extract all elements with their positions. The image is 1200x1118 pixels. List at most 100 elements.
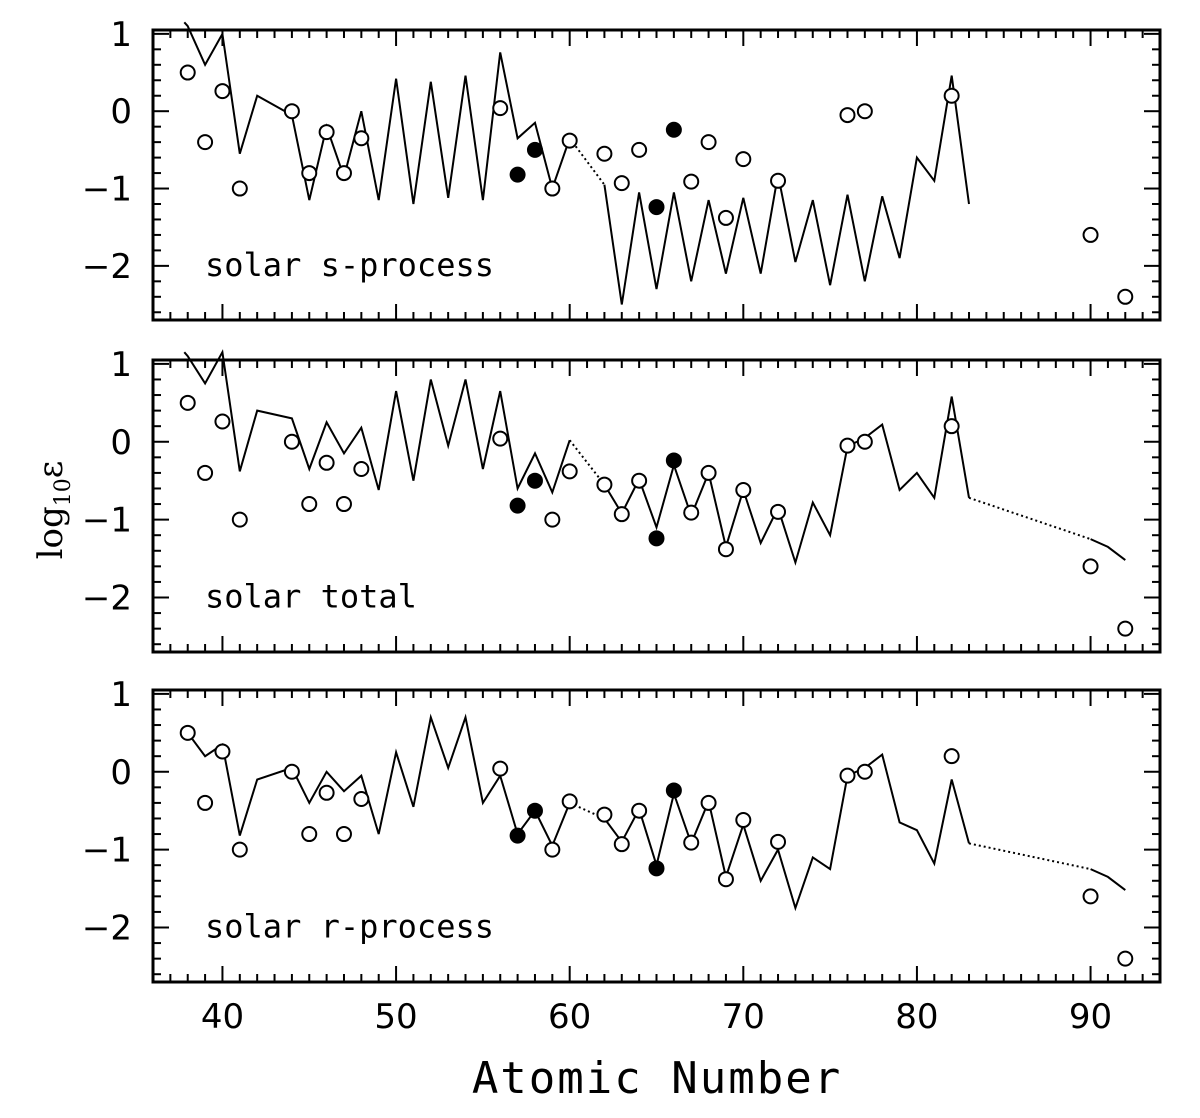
observed-point-open: [717, 209, 734, 226]
observed-point-open: [700, 794, 717, 811]
observed-point-open: [179, 64, 196, 81]
observed-point-open: [631, 472, 648, 489]
observed-point-open: [943, 418, 960, 435]
model-line: [603, 752, 970, 912]
observed-point-open: [770, 172, 787, 189]
observed-point-open: [1117, 950, 1134, 967]
y-tick-label: −1: [82, 831, 132, 871]
y-tick-label: −2: [82, 908, 132, 948]
panel-3: 1 0 −1 −2 solar r-process: [82, 675, 1162, 984]
observed-point-open: [613, 836, 630, 853]
observed-point-open: [1082, 558, 1099, 575]
observed-point-open: [231, 180, 248, 197]
observed-point-open: [561, 132, 578, 149]
observed-point-open: [943, 87, 960, 104]
observed-point-open: [631, 141, 648, 158]
model-line-dotted: [968, 496, 1091, 541]
observed-point-open: [283, 103, 300, 120]
observed-point-filled: [509, 497, 526, 514]
observed-point-open: [231, 841, 248, 858]
observed-point-filled: [526, 802, 543, 819]
model-line: [183, 21, 571, 205]
y-tick-label: −2: [82, 578, 132, 618]
model-line: [603, 75, 970, 305]
x-tick-label: 50: [374, 997, 417, 1037]
observed-point-open: [283, 763, 300, 780]
panel-1: 1 0 −1 −2 solar s-process: [82, 15, 1162, 322]
observed-point-open: [683, 834, 700, 851]
model-line: [186, 713, 571, 849]
observed-point-open: [492, 430, 509, 447]
observed-point-open: [1082, 888, 1099, 905]
observed-point-open: [197, 134, 214, 151]
panels-group: 1 0 −1 −2 solar s-process 1 0 −1 −2 solar total 1 0…: [82, 15, 1162, 984]
model-line: [603, 396, 970, 566]
observed-point-open: [231, 511, 248, 528]
observed-point-open: [856, 763, 873, 780]
observed-point-open: [335, 165, 352, 182]
observed-point-open: [197, 464, 214, 481]
y-tick-label: −1: [82, 170, 132, 210]
observed-point-open: [1117, 288, 1134, 305]
observed-point-open: [1082, 226, 1099, 243]
observed-point-open: [856, 433, 873, 450]
observed-point-open: [839, 107, 856, 124]
observed-point-open: [596, 806, 613, 823]
observed-point-open: [544, 180, 561, 197]
observed-point-filled: [665, 452, 682, 469]
observed-point-open: [700, 134, 717, 151]
observed-point-open: [318, 454, 335, 471]
observed-point-open: [1117, 620, 1134, 637]
observed-point-open: [492, 760, 509, 777]
observed-point-open: [353, 461, 370, 478]
x-tick-label: 70: [722, 997, 765, 1037]
y-tick-label: −2: [82, 247, 132, 287]
y-tick-label: 1: [110, 15, 132, 55]
observed-point-open: [318, 124, 335, 141]
observed-point-open: [335, 826, 352, 843]
observed-point-open: [179, 394, 196, 411]
observed-point-open: [735, 482, 752, 499]
observed-point-open: [544, 511, 561, 528]
x-tick-labels: 40 50 60 70 80 90: [201, 997, 1112, 1037]
x-tick-label: 80: [895, 997, 938, 1037]
panel-label: solar r-process: [205, 907, 494, 945]
observed-point-open: [544, 841, 561, 858]
y-tick-label: −1: [82, 501, 132, 541]
observed-point-open: [283, 433, 300, 450]
observed-point-open: [631, 802, 648, 819]
y-axis-title-sub: 10: [51, 478, 76, 506]
y-tick-label: 1: [110, 675, 132, 715]
observed-point-open: [301, 496, 318, 513]
observed-point-open: [492, 100, 509, 117]
model-line: [183, 349, 571, 496]
observed-point-open: [214, 83, 231, 100]
observed-point-open: [561, 463, 578, 480]
observed-point-filled: [509, 827, 526, 844]
observed-point-open: [735, 151, 752, 168]
observed-point-open: [613, 175, 630, 192]
observed-point-open: [301, 826, 318, 843]
model-line-dotted: [568, 439, 606, 486]
observed-point-open: [770, 833, 787, 850]
observed-point-filled: [526, 472, 543, 489]
observed-point-open: [335, 496, 352, 513]
observed-point-filled: [665, 121, 682, 138]
x-tick-label: 40: [201, 997, 244, 1037]
observed-point-open: [179, 724, 196, 741]
observed-point-open: [735, 812, 752, 829]
observed-point-open: [943, 748, 960, 765]
observed-point-open: [596, 145, 613, 162]
y-axis-title-symbol: ε: [31, 461, 71, 479]
observed-point-filled: [665, 782, 682, 799]
observed-point-open: [214, 413, 231, 430]
observed-point-open: [717, 871, 734, 888]
observed-point-open: [683, 504, 700, 521]
observed-point-filled: [526, 141, 543, 158]
y-tick-label: 0: [110, 753, 132, 793]
y-tick-label: 0: [110, 92, 132, 132]
y-tick-label: 1: [110, 345, 132, 385]
observed-point-open: [856, 103, 873, 120]
observed-point-open: [214, 743, 231, 760]
observed-point-open: [839, 437, 856, 454]
